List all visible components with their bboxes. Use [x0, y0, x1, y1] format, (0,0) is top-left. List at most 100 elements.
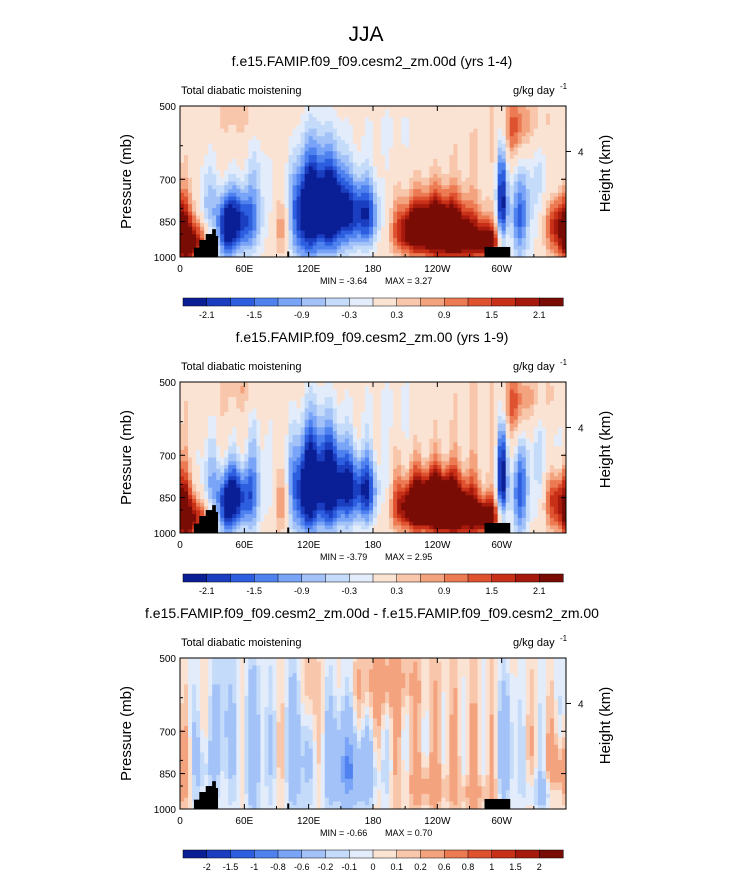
heatmap-cell — [188, 158, 193, 164]
heatmap-cell — [553, 170, 559, 175]
heatmap-cell — [360, 158, 366, 164]
heatmap-cell — [276, 136, 282, 141]
heatmap-cell — [240, 415, 245, 421]
heatmap-cell — [373, 245, 378, 250]
heatmap-cell — [276, 234, 282, 239]
heatmap-cell — [356, 147, 362, 152]
heatmap-cell — [196, 113, 201, 118]
heatmap-cell — [248, 223, 253, 228]
heatmap-cell — [216, 226, 221, 232]
heatmap-cell — [208, 389, 213, 394]
heatmap-cell — [477, 113, 483, 118]
heatmap-cell — [381, 382, 386, 387]
heatmap-cell — [453, 189, 458, 194]
heatmap-cell — [344, 189, 350, 194]
heatmap-cell — [537, 113, 543, 118]
heatmap-cell — [264, 238, 269, 243]
heatmap-cell — [292, 139, 298, 145]
heatmap-cell — [336, 389, 342, 394]
heatmap-cell — [244, 397, 249, 402]
heatmap-cell — [473, 249, 479, 254]
heatmap-cell — [316, 204, 322, 209]
heatmap-cell — [493, 117, 499, 122]
heatmap-cell — [405, 166, 410, 171]
heatmap-cell — [268, 412, 273, 417]
heatmap-cell — [389, 238, 394, 243]
heatmap-cell — [200, 139, 205, 145]
heatmap-cell — [276, 204, 282, 209]
heatmap-cell — [477, 185, 483, 190]
heatmap-cell — [529, 397, 535, 402]
heatmap-cell — [184, 132, 189, 137]
heatmap-cell — [236, 389, 241, 394]
heatmap-cell — [340, 412, 346, 417]
heatmap-cell — [356, 109, 362, 115]
heatmap-cell — [493, 185, 499, 190]
heatmap-cell — [389, 230, 394, 235]
heatmap-cell — [276, 245, 282, 250]
heatmap-cell — [368, 155, 374, 160]
heatmap-cell — [389, 121, 394, 126]
heatmap-cell — [461, 230, 466, 235]
heatmap-cell — [364, 139, 370, 145]
heatmap-cell — [224, 155, 229, 160]
x-tick-label: 120E — [297, 264, 321, 275]
heatmap-cell — [260, 177, 265, 182]
heatmap-cell — [421, 204, 426, 209]
heatmap-cell — [248, 419, 253, 425]
heatmap-cell — [469, 162, 475, 167]
heatmap-cell — [220, 200, 225, 205]
heatmap-cell — [437, 211, 442, 216]
heatmap-cell — [449, 166, 454, 171]
heatmap-cell — [381, 117, 386, 122]
heatmap-cell — [316, 109, 322, 115]
heatmap-cell — [461, 219, 466, 224]
heatmap-cell — [481, 215, 487, 220]
heatmap-cell — [517, 245, 523, 250]
heatmap-cell — [501, 132, 507, 137]
heatmap-cell — [537, 189, 543, 194]
heatmap-cell — [204, 151, 209, 156]
heatmap-cell — [228, 241, 233, 247]
heatmap-cell — [260, 200, 265, 205]
heatmap-cell — [320, 106, 326, 111]
heatmap-cell — [364, 400, 370, 406]
heatmap-cell — [208, 397, 213, 402]
heatmap-cell — [312, 170, 318, 175]
heatmap-cell — [413, 162, 418, 167]
heatmap-cell — [340, 128, 346, 133]
heatmap-cell — [236, 211, 241, 216]
heatmap-cell — [477, 389, 483, 394]
heatmap-cell — [445, 170, 450, 175]
heatmap-cell — [232, 143, 237, 149]
heatmap-cell — [457, 382, 462, 387]
heatmap-cell — [477, 234, 483, 239]
heatmap-cell — [393, 132, 398, 137]
heatmap-cell — [545, 200, 551, 205]
heatmap-cell — [240, 200, 245, 205]
heatmap-cell — [228, 393, 233, 398]
heatmap-cell — [224, 226, 229, 232]
heatmap-cell — [268, 400, 273, 406]
heatmap-cell — [244, 419, 249, 425]
heatmap-cell — [316, 238, 322, 243]
heatmap-cell — [328, 230, 334, 235]
heatmap-cell — [336, 147, 342, 152]
heatmap-cell — [252, 143, 257, 149]
heatmap-cell — [368, 124, 374, 130]
heatmap-cell — [292, 185, 298, 190]
heatmap-cell — [360, 211, 366, 216]
heatmap-cell — [244, 389, 249, 394]
heatmap-cell — [437, 196, 442, 201]
heatmap-cell — [256, 155, 261, 160]
heatmap-cell — [232, 249, 237, 254]
heatmap-cell — [320, 139, 326, 145]
heatmap-cell — [312, 415, 318, 421]
heatmap-cell — [409, 415, 414, 421]
heatmap-cell — [481, 166, 487, 171]
heatmap-cell — [533, 170, 539, 175]
heatmap-cell — [421, 147, 426, 152]
heatmap-cell — [284, 200, 290, 205]
heatmap-cell — [192, 211, 197, 216]
heatmap-cell — [352, 143, 358, 149]
